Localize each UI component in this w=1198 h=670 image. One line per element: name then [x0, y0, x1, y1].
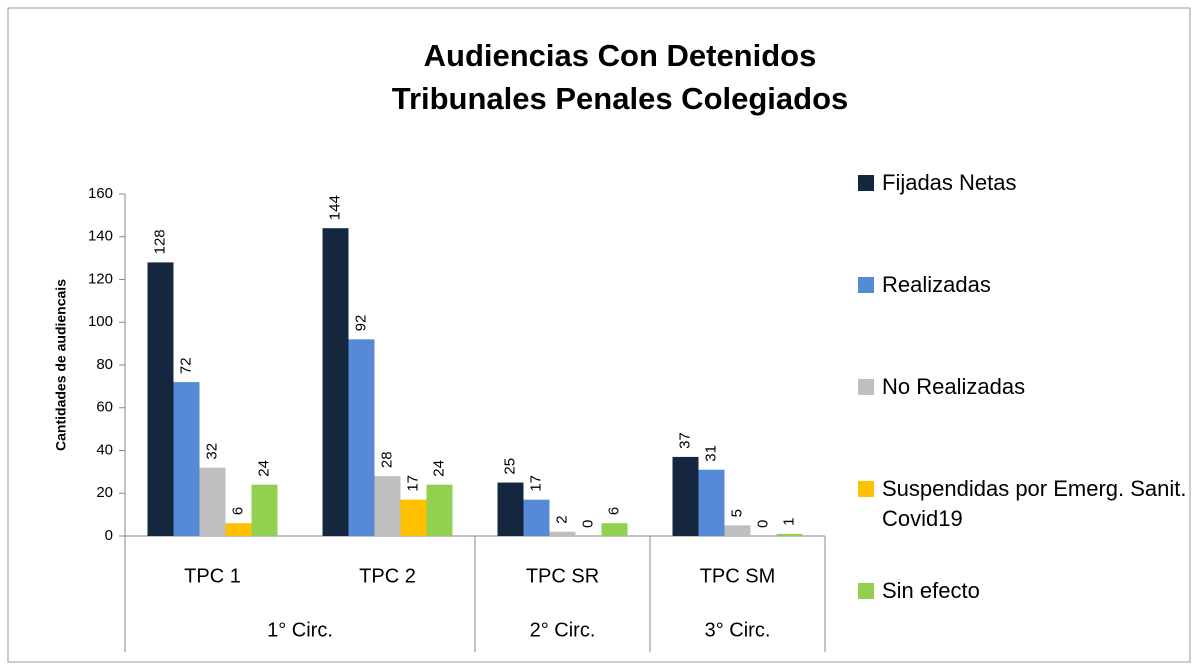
value-label: 144: [326, 195, 343, 220]
value-label: 25: [501, 458, 518, 475]
y-tick-label: 20: [96, 484, 113, 501]
value-label: 72: [177, 357, 194, 374]
legend-entry: Suspendidas por Emerg. Sanit. Covid19: [858, 474, 1193, 576]
group-label: 3° Circ.: [705, 619, 771, 641]
chart-border: [7, 7, 1191, 663]
value-label: 32: [203, 443, 220, 460]
value-label: 1: [780, 518, 797, 526]
legend-swatch: [858, 481, 874, 497]
chart-title: Tribunales Penales Colegiados: [392, 81, 849, 116]
legend-entry: No Realizadas: [858, 372, 1193, 474]
x-tick-label: TPC SR: [526, 565, 599, 587]
legend-swatch: [858, 175, 874, 191]
value-label: 128: [151, 229, 168, 254]
legend-swatch: [858, 583, 874, 599]
value-label: 17: [527, 475, 544, 492]
bar: [173, 382, 200, 536]
legend-label: Fijadas Netas: [882, 170, 1017, 195]
x-tick-label: TPC 1: [184, 565, 241, 587]
chart-title: Audiencias Con Detenidos: [424, 38, 817, 73]
legend-swatch: [858, 277, 874, 293]
y-tick-label: 0: [105, 527, 113, 544]
value-label: 0: [579, 520, 596, 528]
value-label: 0: [754, 520, 771, 528]
bar: [426, 484, 453, 536]
bar: [601, 523, 628, 536]
y-tick-label: 140: [88, 228, 113, 245]
bar: [251, 484, 278, 536]
bar: [400, 499, 427, 536]
legend-entry: Sin efecto: [858, 576, 1193, 670]
value-label: 24: [430, 460, 447, 477]
x-tick-label: TPC 2: [359, 565, 416, 587]
value-label: 31: [702, 445, 719, 462]
bar: [322, 228, 349, 536]
bar: [199, 467, 226, 536]
group-label: 1° Circ.: [267, 619, 333, 641]
x-tick-label: TPC SM: [700, 565, 776, 587]
legend: Fijadas Netas Realizadas No Realizadas Susp…: [858, 168, 1193, 670]
value-label: 28: [378, 451, 395, 468]
bar: [374, 476, 401, 536]
value-label: 24: [255, 460, 272, 477]
y-tick-label: 120: [88, 270, 113, 287]
legend-label: Realizadas: [882, 272, 991, 297]
y-tick-label: 100: [88, 313, 113, 330]
bar: [549, 531, 576, 536]
value-label: 2: [553, 515, 570, 523]
value-label: 5: [728, 509, 745, 517]
y-axis-label: Cantidades de audiencais: [53, 279, 69, 451]
legend-label: Sin efecto: [882, 578, 980, 603]
y-tick-label: 60: [96, 399, 113, 416]
legend-entry: Fijadas Netas: [858, 168, 1193, 270]
bar: [225, 523, 252, 536]
bar: [497, 482, 524, 536]
bar: [672, 456, 699, 536]
value-label: 17: [404, 475, 421, 492]
value-label: 92: [352, 315, 369, 332]
bar: [147, 262, 174, 536]
y-tick-label: 160: [88, 185, 113, 202]
legend-label: No Realizadas: [882, 374, 1026, 399]
value-label: 6: [605, 507, 622, 515]
bar: [523, 499, 550, 536]
legend-swatch: [858, 379, 874, 395]
group-label: 2° Circ.: [530, 619, 596, 641]
bar: [776, 533, 803, 536]
legend-label: Suspendidas por Emerg. Sanit. Covid19: [882, 476, 1187, 531]
bar: [698, 469, 725, 536]
bar: [724, 525, 751, 536]
y-tick-label: 80: [96, 356, 113, 373]
y-tick-label: 40: [96, 441, 113, 458]
legend-entry: Realizadas: [858, 270, 1193, 372]
bar: [348, 339, 375, 536]
value-label: 6: [229, 507, 246, 515]
value-label: 37: [676, 432, 693, 449]
